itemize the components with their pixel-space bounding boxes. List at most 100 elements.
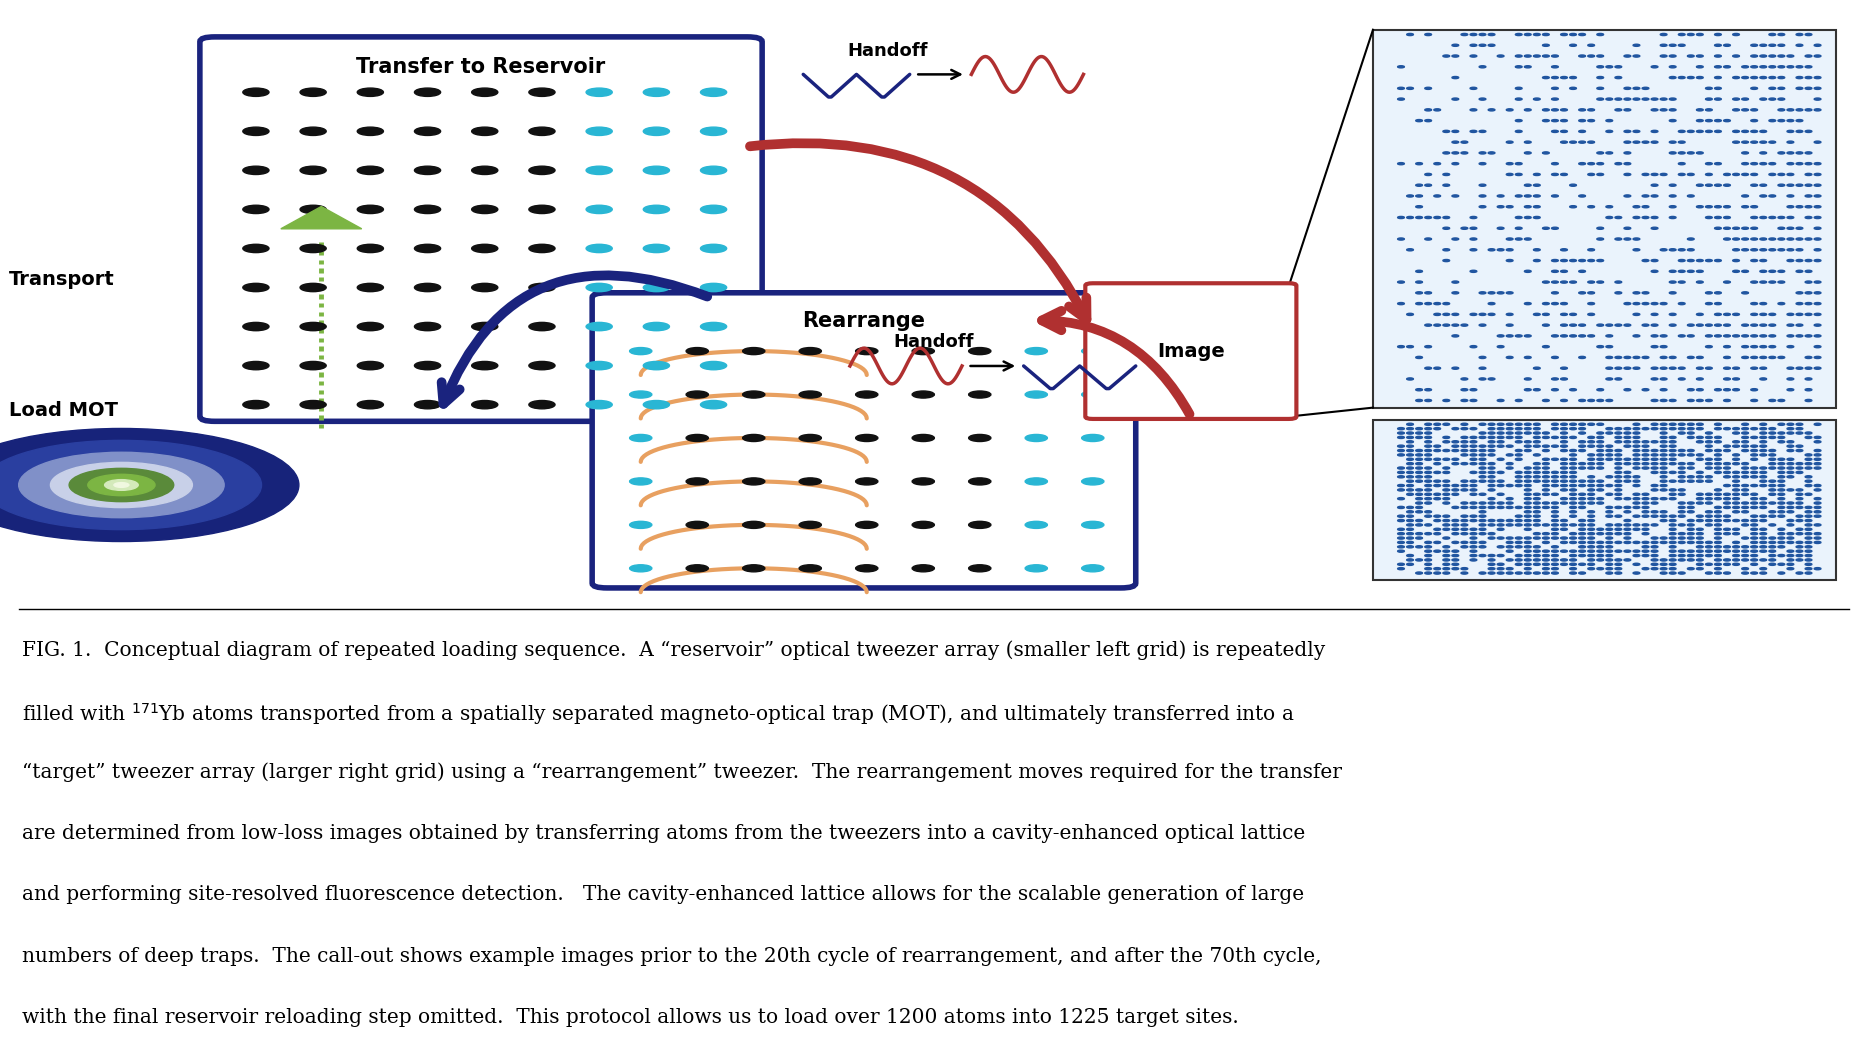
Circle shape — [1670, 55, 1676, 57]
Circle shape — [1715, 228, 1720, 230]
Circle shape — [1479, 524, 1485, 526]
Circle shape — [1552, 559, 1558, 561]
Circle shape — [1569, 454, 1577, 456]
Circle shape — [1588, 528, 1595, 530]
Circle shape — [1470, 546, 1478, 548]
Circle shape — [1506, 163, 1513, 165]
Circle shape — [1734, 528, 1739, 530]
Circle shape — [1569, 141, 1577, 143]
Circle shape — [1560, 400, 1567, 402]
Circle shape — [1461, 450, 1468, 452]
Circle shape — [1597, 423, 1603, 425]
Circle shape — [1543, 484, 1549, 487]
Circle shape — [1769, 467, 1776, 469]
Circle shape — [1705, 480, 1713, 482]
Circle shape — [1741, 346, 1748, 348]
Circle shape — [1760, 281, 1767, 283]
Circle shape — [1633, 450, 1640, 452]
Circle shape — [1623, 55, 1631, 57]
Circle shape — [1498, 568, 1504, 570]
Circle shape — [529, 361, 555, 370]
Circle shape — [1670, 120, 1676, 122]
Circle shape — [1569, 493, 1577, 495]
Circle shape — [1705, 441, 1713, 443]
Circle shape — [1797, 532, 1803, 535]
Circle shape — [1687, 356, 1694, 358]
Circle shape — [1451, 528, 1459, 530]
Circle shape — [1696, 502, 1704, 504]
Circle shape — [1804, 559, 1812, 561]
Circle shape — [1750, 281, 1758, 283]
Circle shape — [1534, 572, 1541, 574]
Circle shape — [1407, 471, 1414, 474]
Circle shape — [1788, 502, 1793, 504]
Circle shape — [1451, 98, 1459, 100]
Circle shape — [1778, 498, 1784, 500]
Circle shape — [1416, 480, 1422, 482]
Circle shape — [1788, 335, 1793, 337]
Circle shape — [1788, 120, 1793, 122]
Circle shape — [1788, 260, 1793, 262]
Circle shape — [1760, 313, 1767, 315]
Circle shape — [1515, 66, 1522, 68]
Circle shape — [1569, 542, 1577, 544]
Circle shape — [1552, 515, 1558, 517]
Circle shape — [643, 283, 669, 291]
Circle shape — [1769, 493, 1776, 495]
Circle shape — [1814, 441, 1821, 443]
Circle shape — [1661, 568, 1666, 570]
Circle shape — [1814, 228, 1821, 230]
Circle shape — [1442, 537, 1450, 539]
Circle shape — [1814, 568, 1821, 570]
Circle shape — [1814, 506, 1821, 508]
Circle shape — [1715, 454, 1720, 456]
Circle shape — [1651, 260, 1659, 262]
Circle shape — [1407, 441, 1414, 443]
Circle shape — [357, 206, 383, 214]
Circle shape — [1797, 33, 1803, 35]
Circle shape — [1552, 546, 1558, 548]
Circle shape — [1715, 450, 1720, 452]
Circle shape — [1788, 228, 1793, 230]
Circle shape — [1534, 550, 1541, 552]
Circle shape — [1425, 467, 1431, 469]
Circle shape — [1769, 559, 1776, 561]
Circle shape — [1797, 88, 1803, 90]
Circle shape — [1724, 476, 1730, 478]
Circle shape — [1397, 346, 1405, 348]
Circle shape — [1769, 120, 1776, 122]
Circle shape — [1741, 572, 1748, 574]
Circle shape — [1778, 572, 1784, 574]
Circle shape — [1687, 550, 1694, 552]
Circle shape — [19, 452, 224, 518]
Circle shape — [1442, 528, 1450, 530]
Circle shape — [1734, 33, 1739, 35]
Circle shape — [1588, 44, 1595, 46]
Circle shape — [1687, 462, 1694, 465]
Circle shape — [1425, 511, 1431, 513]
Circle shape — [1578, 141, 1586, 143]
Circle shape — [1506, 454, 1513, 456]
Circle shape — [1397, 564, 1405, 566]
Circle shape — [1588, 480, 1595, 482]
Circle shape — [1715, 303, 1720, 305]
Circle shape — [1616, 163, 1621, 165]
Circle shape — [1416, 476, 1422, 478]
Circle shape — [1479, 542, 1485, 544]
Circle shape — [1741, 173, 1748, 175]
Circle shape — [1696, 120, 1704, 122]
Circle shape — [1696, 454, 1704, 456]
Circle shape — [1597, 238, 1603, 240]
Circle shape — [1760, 506, 1767, 508]
Circle shape — [587, 206, 613, 214]
Circle shape — [1416, 270, 1422, 272]
Circle shape — [1760, 76, 1767, 78]
Circle shape — [1506, 524, 1513, 526]
Circle shape — [1750, 367, 1758, 370]
Circle shape — [1741, 206, 1748, 208]
Circle shape — [415, 206, 441, 214]
Circle shape — [1442, 480, 1450, 482]
Circle shape — [1814, 484, 1821, 487]
Circle shape — [1633, 367, 1640, 370]
Circle shape — [1804, 493, 1812, 495]
